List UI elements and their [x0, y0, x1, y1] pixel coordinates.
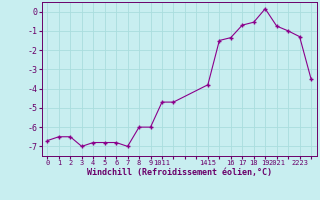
X-axis label: Windchill (Refroidissement éolien,°C): Windchill (Refroidissement éolien,°C) [87, 168, 272, 177]
